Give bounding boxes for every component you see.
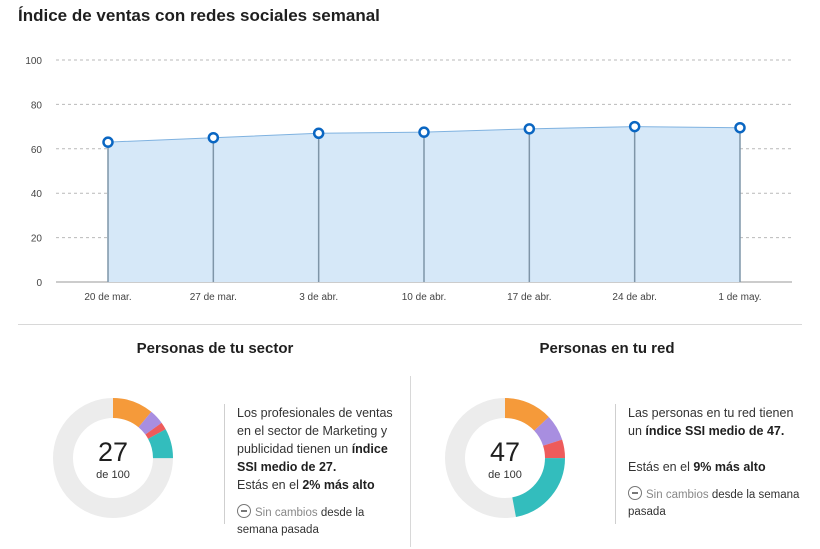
y-tick-label: 100 xyxy=(25,56,42,67)
x-tick-label: 20 de mar. xyxy=(84,292,131,303)
network-compare-pre: Estás en el xyxy=(628,460,694,474)
sector-score: 27 xyxy=(97,437,129,467)
network-score: 47 xyxy=(489,437,521,467)
network-donut: 47 de 100 xyxy=(444,397,566,519)
sector-donut: 27 de 100 xyxy=(52,397,174,519)
sector-compare-pre: Estás en el xyxy=(237,478,303,492)
sector-compare-bold: 2% más alto xyxy=(302,478,375,492)
network-nochange-rest: desde la semana pasada xyxy=(628,489,800,518)
network-desc-bold: índice SSI medio de 47. xyxy=(645,424,785,438)
data-point xyxy=(102,136,114,148)
donut-segment xyxy=(445,398,565,518)
data-point xyxy=(312,127,325,140)
network-panel-title: Personas en tu red xyxy=(539,340,675,357)
network-desc-pre: Las personas en tu red tienen un xyxy=(628,406,794,438)
sector-change-note: Sin cambios desde la semana pasada xyxy=(237,504,403,539)
network-score-sub: de 100 xyxy=(488,469,522,481)
data-point xyxy=(628,120,641,133)
sector-desc-bold: índice SSI medio de 27. xyxy=(237,442,388,474)
y-tick-label: 0 xyxy=(36,278,42,289)
network-donut-chart xyxy=(445,398,565,518)
network-nochange-label: Sin cambios xyxy=(646,489,709,501)
network-compare-bold: 9% más alto xyxy=(693,460,766,474)
sector-score-sub: de 100 xyxy=(96,469,130,481)
chart-title: Índice de ventas con redes sociales sema… xyxy=(18,6,380,25)
network-compare: Estás en el 9% más alto xyxy=(628,458,800,476)
donut-segment xyxy=(53,398,173,518)
x-tick-label: 1 de may. xyxy=(718,292,761,303)
y-tick-label: 60 xyxy=(31,145,43,156)
sector-desc-pre: Los profesionales de ventas en el sector… xyxy=(237,406,393,456)
y-tick-label: 20 xyxy=(31,234,43,245)
no-change-icon xyxy=(237,504,251,518)
section-divider xyxy=(18,324,802,325)
sector-nochange-label: Sin cambios xyxy=(255,507,318,519)
x-tick-label: 24 de abr. xyxy=(612,292,656,303)
x-tick-label: 3 de abr. xyxy=(299,292,338,303)
data-point xyxy=(523,123,536,135)
sector-panel-title: Personas de tu sector xyxy=(136,340,294,357)
panel-divider xyxy=(410,376,411,547)
y-tick-label: 80 xyxy=(31,100,43,111)
donut-segment xyxy=(53,398,173,518)
network-description: Las personas en tu red tienen un índice … xyxy=(628,404,800,531)
sector-desc-text: Los profesionales de ventas en el sector… xyxy=(237,404,403,494)
donut-segment xyxy=(445,398,565,518)
x-tick-label: 27 de mar. xyxy=(190,292,237,303)
sector-desc-separator xyxy=(224,404,225,524)
data-point xyxy=(418,126,430,138)
sector-description: Los profesionales de ventas en el sector… xyxy=(237,404,403,549)
data-point xyxy=(734,121,746,134)
y-tick-label: 40 xyxy=(31,189,43,200)
weekly-ssi-area-chart: 0 20 40 60 80 100 20 de mar. 27 de mar. 3 de abr… xyxy=(25,56,792,303)
data-point xyxy=(207,131,220,144)
no-change-icon xyxy=(628,486,642,500)
x-tick-label: 17 de abr. xyxy=(507,292,551,303)
network-desc-separator xyxy=(615,404,616,524)
x-tick-label: 10 de abr. xyxy=(402,292,446,303)
network-change-note: Sin cambios desde la semana pasada xyxy=(628,486,800,521)
network-desc-text: Las personas en tu red tienen un índice … xyxy=(628,404,800,440)
sector-donut-chart xyxy=(53,398,173,518)
sector-nochange-rest: desde la semana pasada xyxy=(237,507,365,536)
